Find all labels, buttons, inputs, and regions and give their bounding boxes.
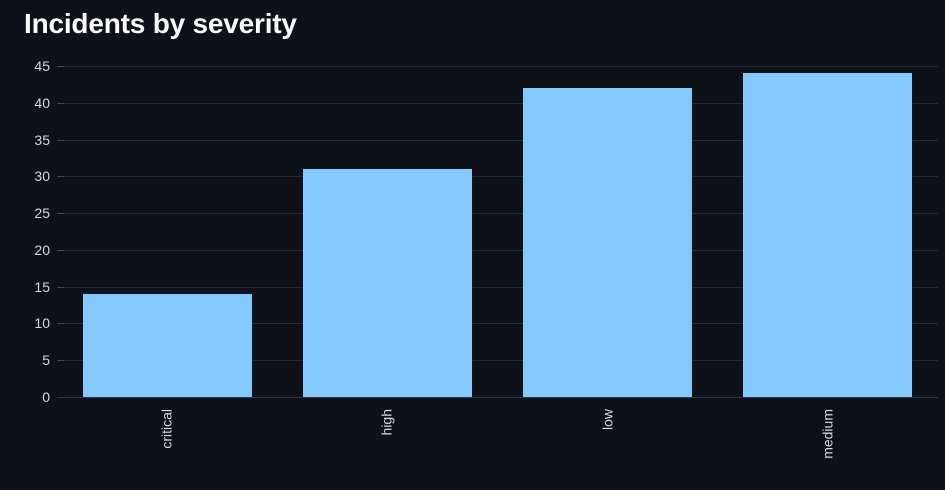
y-axis-tick [57, 102, 64, 104]
y-axis-tick-label: 0 [42, 389, 50, 405]
bar-low [523, 88, 693, 397]
y-axis-tick-label: 40 [34, 94, 50, 111]
x-axis-label-medium: medium [819, 409, 836, 459]
y-axis-tick [57, 213, 64, 215]
gridline [57, 102, 938, 104]
y-axis-tick [57, 66, 64, 67]
x-axis-line [57, 397, 938, 398]
x-axis-label-low: low [599, 409, 616, 431]
gridline [57, 323, 938, 325]
bar-high [302, 168, 472, 397]
gridline [57, 176, 938, 178]
y-axis-tick [57, 249, 64, 251]
y-axis-tick [57, 360, 64, 362]
y-axis-tick-label: 20 [34, 241, 50, 258]
y-axis-tick-label: 10 [34, 315, 50, 332]
gridline [57, 286, 938, 288]
y-axis-tick-label: 45 [34, 58, 50, 74]
gridline [57, 213, 938, 215]
y-axis-tick [57, 323, 64, 325]
y-axis-tick [57, 176, 64, 178]
chart-title: Incidents by severity [24, 8, 297, 39]
y-axis-tick-label: 15 [34, 278, 50, 295]
y-axis-tick-label: 5 [42, 352, 50, 369]
y-axis-tick [57, 139, 64, 141]
bar-medium [743, 73, 913, 397]
gridline [57, 249, 938, 251]
x-axis-label-critical: critical [158, 409, 175, 449]
bar-critical [82, 294, 252, 397]
gridline [57, 360, 938, 362]
gridline [57, 139, 938, 141]
y-axis-tick-label: 35 [34, 131, 50, 148]
y-axis-tick-label: 25 [34, 205, 50, 222]
gridline [57, 66, 938, 67]
y-axis-tick [57, 286, 64, 288]
x-axis-label-high: high [378, 409, 395, 436]
y-axis-tick-label: 30 [34, 168, 50, 185]
